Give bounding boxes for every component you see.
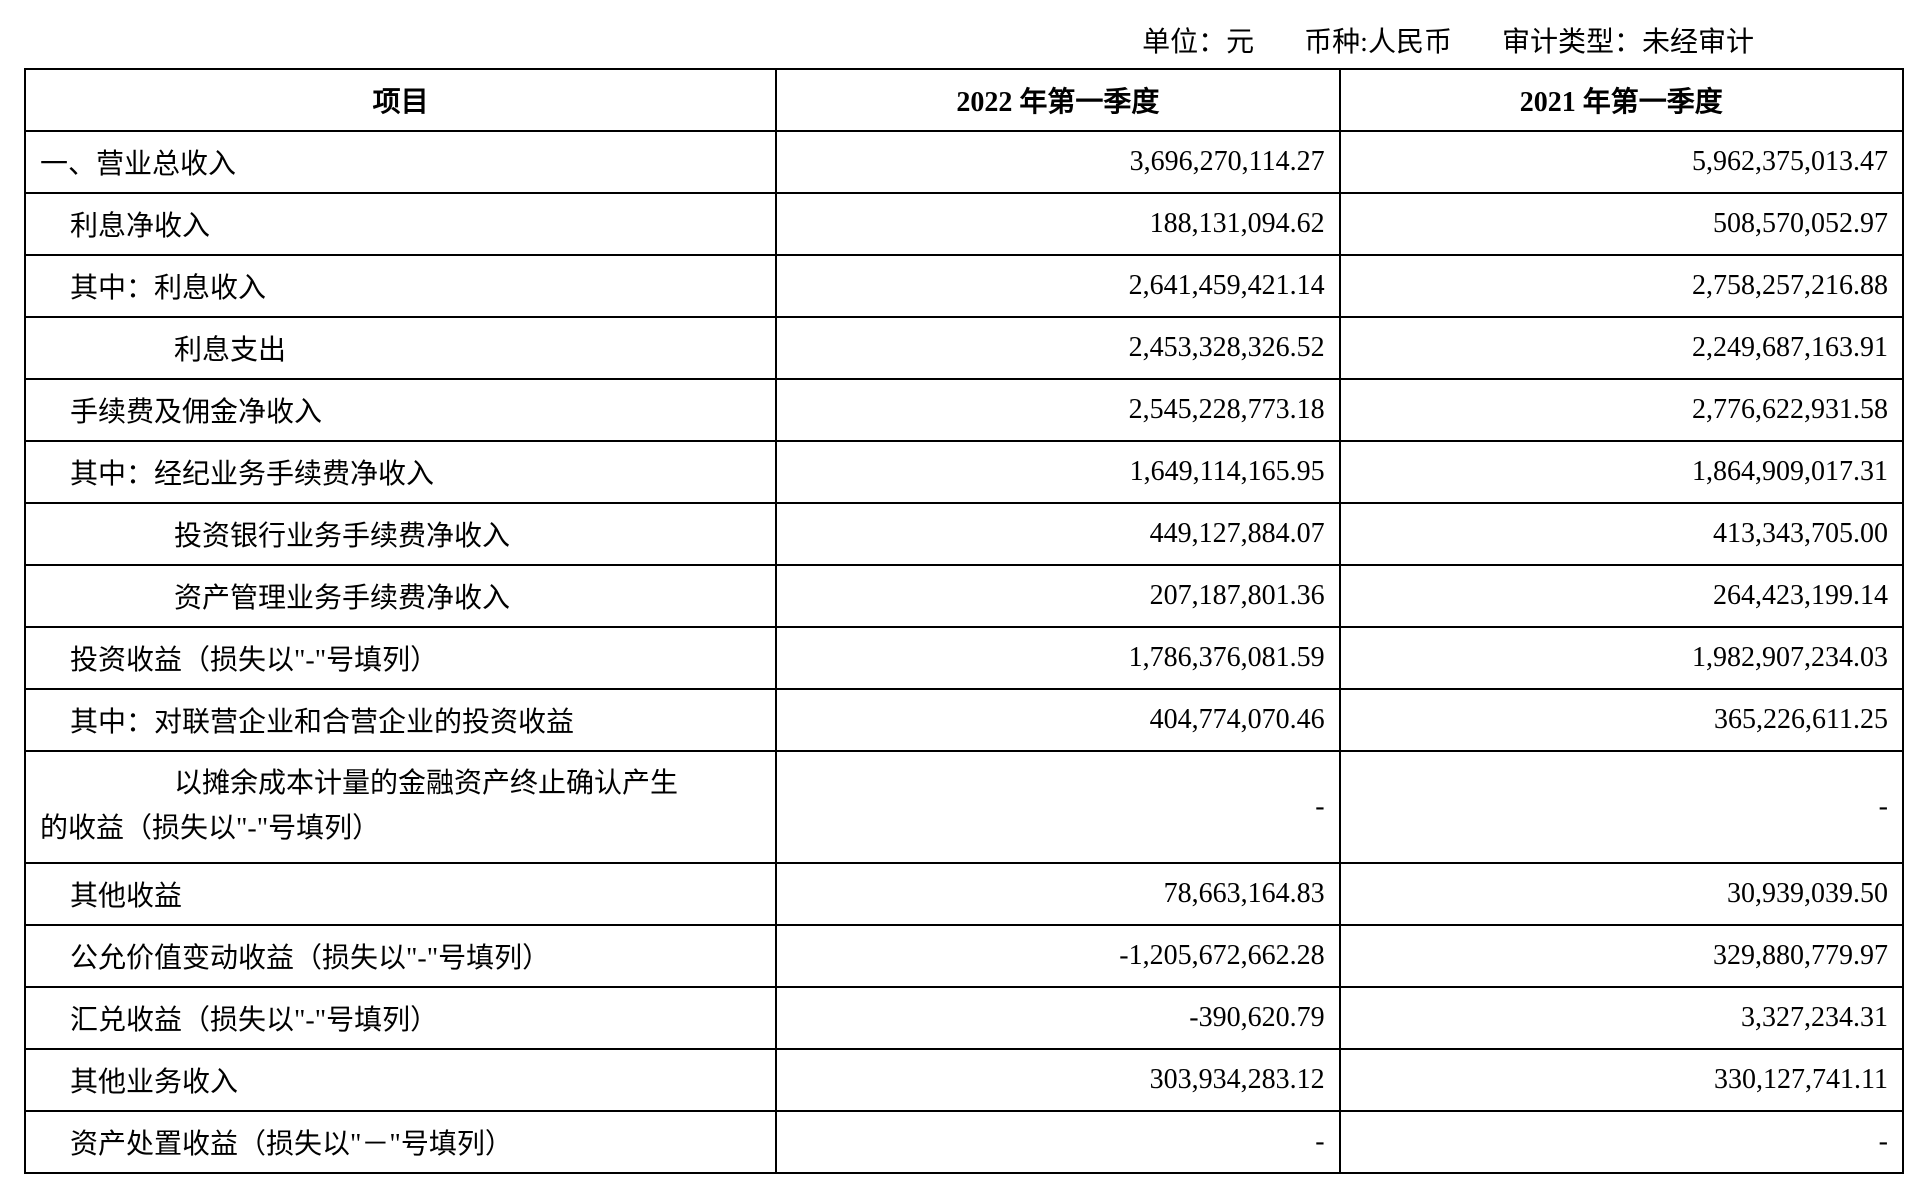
value-2022q1: - bbox=[776, 1111, 1339, 1173]
table-row: 其中：经纪业务手续费净收入1,649,114,165.951,864,909,0… bbox=[25, 441, 1903, 503]
table-row: 公允价值变动收益（损失以"-"号填列）-1,205,672,662.28329,… bbox=[25, 925, 1903, 987]
row-label: 其中：利息收入 bbox=[25, 255, 776, 317]
value-2022q1: 2,545,228,773.18 bbox=[776, 379, 1339, 441]
table-body: 一、营业总收入3,696,270,114.275,962,375,013.47利… bbox=[25, 131, 1903, 1173]
col-header-2021q1: 2021 年第一季度 bbox=[1340, 69, 1903, 131]
table-header-row: 项目 2022 年第一季度 2021 年第一季度 bbox=[25, 69, 1903, 131]
value-2021q1: - bbox=[1340, 751, 1903, 863]
row-label: 资产管理业务手续费净收入 bbox=[25, 565, 776, 627]
table-row: 手续费及佣金净收入2,545,228,773.182,776,622,931.5… bbox=[25, 379, 1903, 441]
value-2022q1: 303,934,283.12 bbox=[776, 1049, 1339, 1111]
table-row: 以摊余成本计量的金融资产终止确认产生的收益（损失以"-"号填列）-- bbox=[25, 751, 1903, 863]
value-2022q1: 78,663,164.83 bbox=[776, 863, 1339, 925]
value-2021q1: 1,864,909,017.31 bbox=[1340, 441, 1903, 503]
row-label: 一、营业总收入 bbox=[25, 131, 776, 193]
value-2021q1: 2,758,257,216.88 bbox=[1340, 255, 1903, 317]
table-row: 资产处置收益（损失以"－"号填列）-- bbox=[25, 1111, 1903, 1173]
table-row: 汇兑收益（损失以"-"号填列）-390,620.793,327,234.31 bbox=[25, 987, 1903, 1049]
value-2021q1: 413,343,705.00 bbox=[1340, 503, 1903, 565]
table-row: 其中：利息收入2,641,459,421.142,758,257,216.88 bbox=[25, 255, 1903, 317]
value-2021q1: 30,939,039.50 bbox=[1340, 863, 1903, 925]
value-2022q1: 404,774,070.46 bbox=[776, 689, 1339, 751]
value-2022q1: 3,696,270,114.27 bbox=[776, 131, 1339, 193]
value-2021q1: 3,327,234.31 bbox=[1340, 987, 1903, 1049]
income-statement-table: 项目 2022 年第一季度 2021 年第一季度 一、营业总收入3,696,27… bbox=[24, 68, 1904, 1174]
value-2021q1: 5,962,375,013.47 bbox=[1340, 131, 1903, 193]
value-2022q1: -390,620.79 bbox=[776, 987, 1339, 1049]
table-row: 其他收益78,663,164.8330,939,039.50 bbox=[25, 863, 1903, 925]
row-label: 利息净收入 bbox=[25, 193, 776, 255]
value-2022q1: 207,187,801.36 bbox=[776, 565, 1339, 627]
row-label: 投资收益（损失以"-"号填列） bbox=[25, 627, 776, 689]
value-2022q1: 1,649,114,165.95 bbox=[776, 441, 1339, 503]
row-label: 利息支出 bbox=[25, 317, 776, 379]
table-row: 利息净收入188,131,094.62508,570,052.97 bbox=[25, 193, 1903, 255]
currency-info: 币种:人民币 bbox=[1304, 20, 1452, 60]
table-row: 其他业务收入303,934,283.12330,127,741.11 bbox=[25, 1049, 1903, 1111]
table-row: 利息支出2,453,328,326.522,249,687,163.91 bbox=[25, 317, 1903, 379]
value-2022q1: - bbox=[776, 751, 1339, 863]
table-row: 其中：对联营企业和合营企业的投资收益404,774,070.46365,226,… bbox=[25, 689, 1903, 751]
value-2022q1: 188,131,094.62 bbox=[776, 193, 1339, 255]
value-2021q1: 2,249,687,163.91 bbox=[1340, 317, 1903, 379]
value-2022q1: 1,786,376,081.59 bbox=[776, 627, 1339, 689]
value-2022q1: 2,641,459,421.14 bbox=[776, 255, 1339, 317]
unit-info: 单位：元 bbox=[1142, 20, 1254, 60]
row-label: 手续费及佣金净收入 bbox=[25, 379, 776, 441]
row-label: 其中：对联营企业和合营企业的投资收益 bbox=[25, 689, 776, 751]
table-row: 投资收益（损失以"-"号填列）1,786,376,081.591,982,907… bbox=[25, 627, 1903, 689]
row-label: 其他业务收入 bbox=[25, 1049, 776, 1111]
row-label: 投资银行业务手续费净收入 bbox=[25, 503, 776, 565]
value-2021q1: 365,226,611.25 bbox=[1340, 689, 1903, 751]
document-container: 单位：元 币种:人民币 审计类型：未经审计 项目 2022 年第一季度 2021… bbox=[24, 20, 1904, 1174]
row-label: 其他收益 bbox=[25, 863, 776, 925]
header-info: 单位：元 币种:人民币 审计类型：未经审计 bbox=[24, 20, 1904, 60]
value-2021q1: - bbox=[1340, 1111, 1903, 1173]
table-row: 一、营业总收入3,696,270,114.275,962,375,013.47 bbox=[25, 131, 1903, 193]
table-row: 资产管理业务手续费净收入207,187,801.36264,423,199.14 bbox=[25, 565, 1903, 627]
col-header-item: 项目 bbox=[25, 69, 776, 131]
row-label: 其中：经纪业务手续费净收入 bbox=[25, 441, 776, 503]
col-header-2022q1: 2022 年第一季度 bbox=[776, 69, 1339, 131]
value-2022q1: 2,453,328,326.52 bbox=[776, 317, 1339, 379]
value-2021q1: 508,570,052.97 bbox=[1340, 193, 1903, 255]
table-row: 投资银行业务手续费净收入449,127,884.07413,343,705.00 bbox=[25, 503, 1903, 565]
row-label: 以摊余成本计量的金融资产终止确认产生的收益（损失以"-"号填列） bbox=[25, 751, 776, 863]
audit-info: 审计类型：未经审计 bbox=[1502, 20, 1754, 60]
value-2022q1: -1,205,672,662.28 bbox=[776, 925, 1339, 987]
row-label: 资产处置收益（损失以"－"号填列） bbox=[25, 1111, 776, 1173]
value-2021q1: 1,982,907,234.03 bbox=[1340, 627, 1903, 689]
value-2021q1: 264,423,199.14 bbox=[1340, 565, 1903, 627]
row-label: 汇兑收益（损失以"-"号填列） bbox=[25, 987, 776, 1049]
value-2021q1: 330,127,741.11 bbox=[1340, 1049, 1903, 1111]
value-2022q1: 449,127,884.07 bbox=[776, 503, 1339, 565]
row-label: 公允价值变动收益（损失以"-"号填列） bbox=[25, 925, 776, 987]
value-2021q1: 329,880,779.97 bbox=[1340, 925, 1903, 987]
value-2021q1: 2,776,622,931.58 bbox=[1340, 379, 1903, 441]
